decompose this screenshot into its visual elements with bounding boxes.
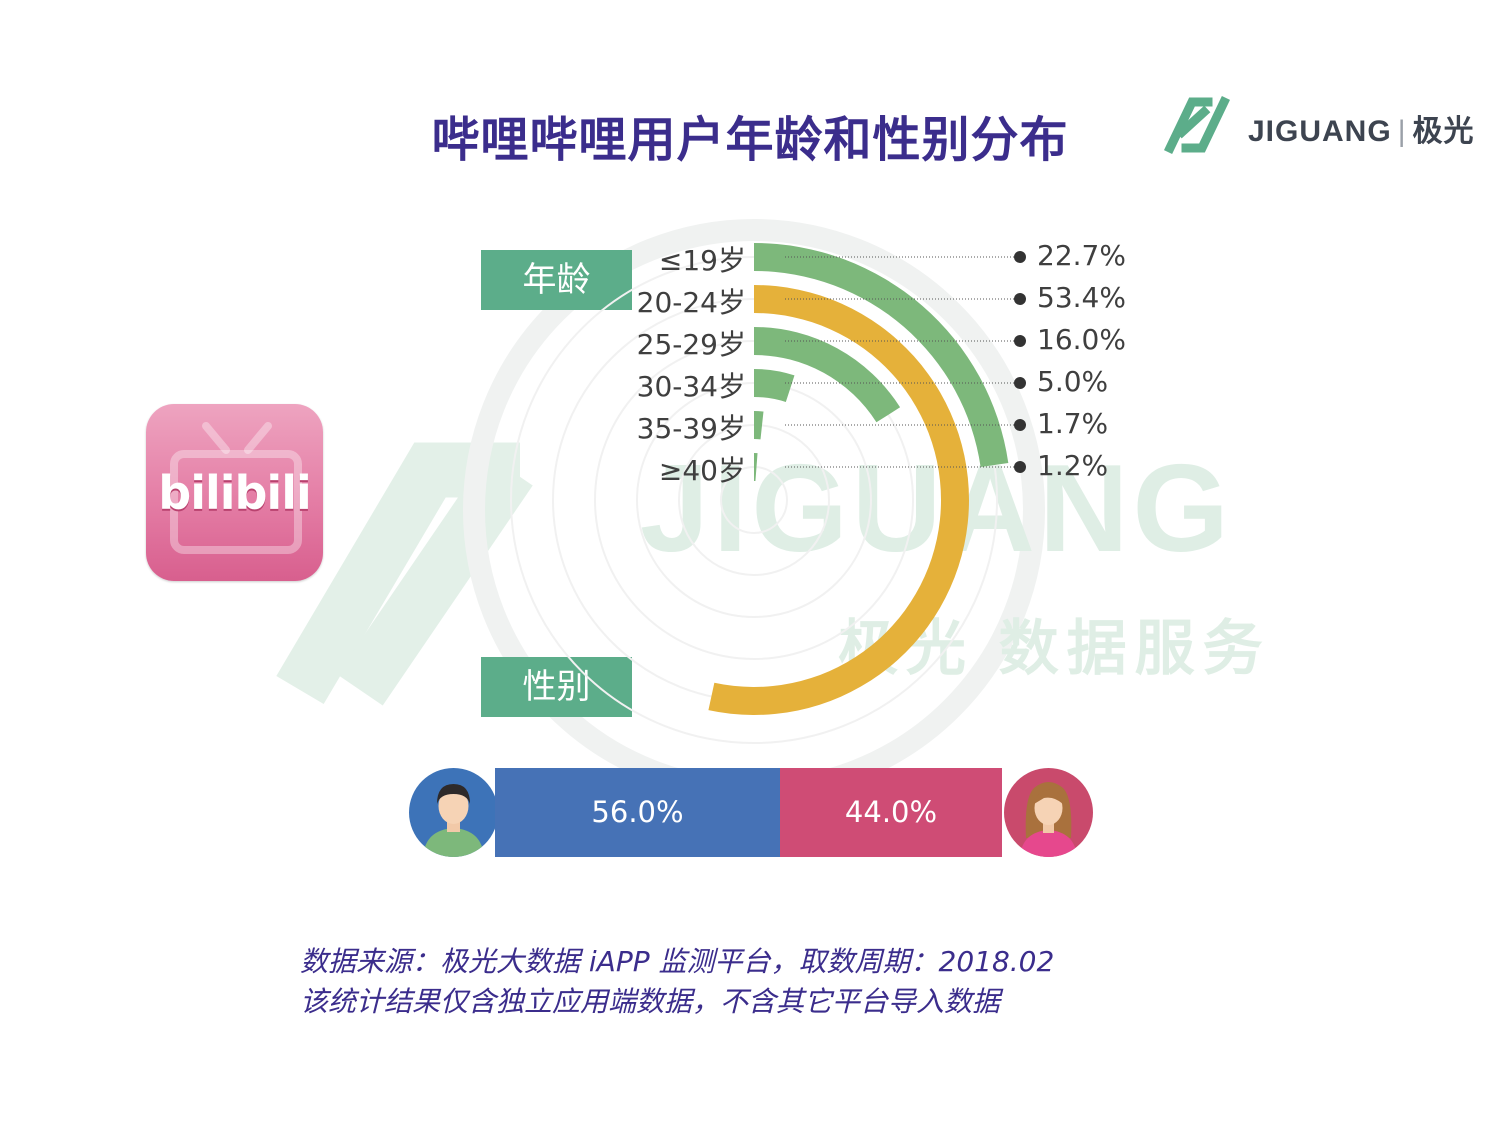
age-bar bbox=[754, 411, 764, 440]
male-bar: 56.0% bbox=[495, 768, 780, 857]
age-category-label: ≥40岁 bbox=[658, 454, 746, 487]
age-value-label: 5.0% bbox=[1037, 365, 1109, 398]
brand-name: JIGUANG | 极光 bbox=[1248, 115, 1475, 148]
age-bar bbox=[754, 243, 1009, 468]
leader-dot bbox=[1014, 251, 1026, 263]
female-avatar bbox=[1004, 768, 1093, 857]
age-value-label: 1.2% bbox=[1037, 449, 1109, 482]
age-value-label: 1.7% bbox=[1037, 407, 1109, 440]
age-category-label: 25-29岁 bbox=[636, 328, 746, 361]
age-bar bbox=[754, 327, 901, 423]
female-bar: 44.0% bbox=[780, 768, 1002, 857]
age-category-label: 20-24岁 bbox=[636, 286, 746, 319]
age-bar bbox=[754, 453, 758, 482]
age-category-label: ≤19岁 bbox=[658, 244, 746, 277]
leader-dot bbox=[1014, 377, 1026, 389]
age-category-label: 35-39岁 bbox=[636, 412, 746, 445]
leader-dot bbox=[1014, 293, 1026, 305]
age-value-label: 53.4% bbox=[1037, 281, 1126, 314]
age-bar bbox=[754, 369, 795, 403]
footer-source: 数据来源：极光大数据 iAPP 监测平台，取数周期：2018.02 bbox=[300, 945, 1055, 978]
female-avatar-icon bbox=[1004, 768, 1093, 857]
age-section-label: 年龄 bbox=[481, 250, 632, 310]
ring-guide bbox=[678, 424, 830, 576]
age-value-label: 22.7% bbox=[1037, 239, 1126, 272]
leader-dot bbox=[1014, 335, 1026, 347]
footer-note: 该统计结果仅含独立应用端数据，不含其它平台导入数据 bbox=[300, 985, 1001, 1018]
app-icon-label: bilibili bbox=[158, 466, 311, 520]
male-avatar-icon bbox=[409, 768, 498, 857]
tv-icon bbox=[170, 422, 302, 554]
age-value-label: 16.0% bbox=[1037, 323, 1126, 356]
leader-dot bbox=[1014, 419, 1026, 431]
male-avatar bbox=[409, 768, 498, 857]
bilibili-app-icon: bilibili bbox=[146, 404, 323, 581]
age-category-label: 30-34岁 bbox=[636, 370, 746, 403]
brand-logo: JIGUANG | 极光 bbox=[1162, 92, 1482, 158]
page-title: 哔哩哔哩用户年龄和性别分布 bbox=[431, 112, 1069, 168]
leader-dot bbox=[1014, 461, 1026, 473]
gender-section-label: 性别 bbox=[481, 657, 632, 717]
jiguang-logo-icon bbox=[1163, 95, 1231, 155]
